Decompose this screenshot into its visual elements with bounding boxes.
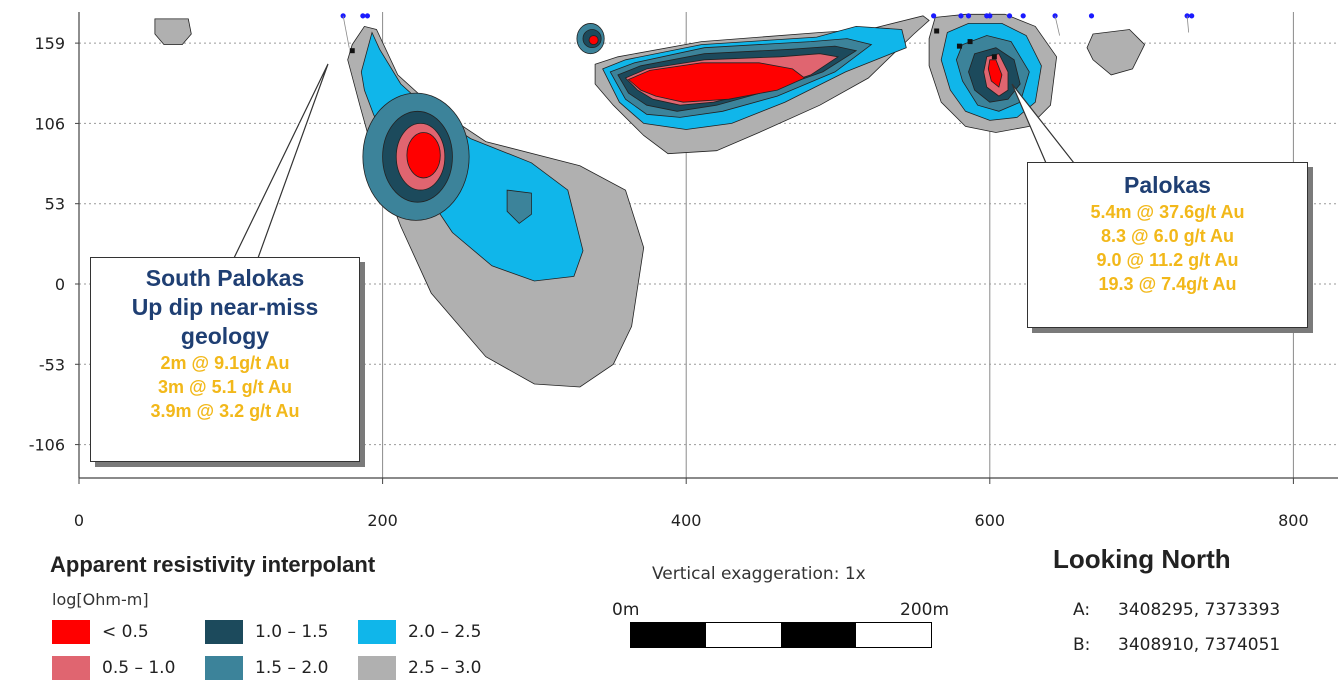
legend-swatch-5 <box>358 656 396 680</box>
south-palokas-result-2: 3m @ 5.1 g/t Au <box>158 377 292 397</box>
drill-mark-2 <box>956 43 962 49</box>
legend-swatch-4 <box>205 656 243 680</box>
contour-south-red <box>406 132 441 179</box>
drill-trace-south <box>342 15 350 48</box>
contour-palokas-red <box>987 59 1003 88</box>
x-tick-label-200: 200 <box>367 511 398 530</box>
south-palokas-title-1: South Palokas <box>145 265 305 291</box>
scale-start-label: 0m <box>612 600 640 620</box>
contour-south-teal-small <box>506 189 532 224</box>
legend-swatch-3 <box>52 656 90 680</box>
legend-item-1: 1.0 – 1.5 <box>205 620 328 644</box>
legend-item-5: 2.5 – 3.0 <box>358 656 481 680</box>
scale-seg-2 <box>706 623 781 647</box>
resistivity-contours <box>154 13 1146 388</box>
x-tick-label-800: 800 <box>1278 511 1309 530</box>
x-tick-label-600: 600 <box>975 511 1006 530</box>
drill-collar-9 <box>1020 13 1026 19</box>
drill-collar-7 <box>987 13 993 19</box>
axes <box>78 12 1338 479</box>
scale-seg-3 <box>781 623 856 647</box>
south-palokas-result-1: 2m @ 9.1g/t Au <box>160 353 290 373</box>
legend-item-3: 0.5 – 1.0 <box>52 656 175 680</box>
y-tick-label--106: -106 <box>29 436 65 455</box>
drill-mark-3 <box>967 39 973 45</box>
legend-swatch-1 <box>205 620 243 644</box>
contour-small-gray-left <box>154 18 192 45</box>
legend-item-2: 2.0 – 2.5 <box>358 620 481 644</box>
drill-collar-8 <box>1006 13 1013 19</box>
legend-label-2: 2.0 – 2.5 <box>408 622 482 642</box>
drill-trace-right-1 <box>1054 15 1061 36</box>
drill-collar-11 <box>1088 13 1095 19</box>
drill-trace-right-2 <box>1186 15 1190 33</box>
palokas-result-1: 5.4m @ 37.6g/t Au <box>1090 202 1245 222</box>
south-palokas-leader <box>233 63 329 259</box>
palokas-result-3: 9.0 @ 11.2 g/t Au <box>1096 250 1239 270</box>
legend-swatch-0 <box>52 620 90 644</box>
y-tick-label-53: 53 <box>45 195 65 214</box>
point-b-label: B: <box>1073 635 1091 655</box>
palokas-title: Palokas <box>1124 172 1211 198</box>
x-tick-label-0: 0 <box>74 511 84 530</box>
palokas-result-2: 8.3 @ 6.0 g/t Au <box>1101 226 1234 246</box>
legend-label-4: 1.5 – 2.0 <box>255 658 329 678</box>
south-palokas-callout: South Palokas Up dip near-miss geology 2… <box>90 257 360 462</box>
scale-seg-4 <box>856 623 931 647</box>
y-tick-label-106: 106 <box>34 114 65 133</box>
legend-swatch-2 <box>358 620 396 644</box>
scale-bar <box>630 622 932 648</box>
legend-label-0: < 0.5 <box>102 622 149 642</box>
legend-title: Apparent resistivity interpolant <box>50 552 376 577</box>
drill-collar-2 <box>364 13 371 19</box>
x-tick-label-400: 400 <box>671 511 702 530</box>
drill-collar-13 <box>1189 13 1195 19</box>
contour-right-gray <box>1086 29 1146 76</box>
drill-mark-1 <box>934 28 940 34</box>
scale-seg-1 <box>631 623 706 647</box>
legend-item-0: < 0.5 <box>52 620 149 644</box>
scale-caption: Vertical exaggeration: 1x <box>652 564 866 584</box>
palokas-callout: Palokas 5.4m @ 37.6g/t Au 8.3 @ 6.0 g/t … <box>1027 162 1308 328</box>
drill-collar-5 <box>965 13 972 19</box>
point-b-value: 3408910, 7374051 <box>1118 635 1281 655</box>
point-a-value: 3408295, 7373393 <box>1118 600 1281 620</box>
south-palokas-title-2: Up dip near-miss <box>131 294 319 320</box>
legend-label-3: 0.5 – 1.0 <box>102 658 176 678</box>
south-palokas-result-3: 3.9m @ 3.2 g/t Au <box>150 401 300 421</box>
drill-collar-4 <box>958 13 964 19</box>
y-tick-label-0: 0 <box>55 275 65 294</box>
orientation-title: Looking North <box>1053 544 1231 574</box>
legend-label-5: 2.5 – 3.0 <box>408 658 482 678</box>
drill-mark-0 <box>349 48 355 54</box>
contour-band-red <box>627 62 806 103</box>
scale-end-label: 200m <box>900 600 950 620</box>
south-palokas-title-3: geology <box>180 323 270 349</box>
legend-label-1: 1.0 – 1.5 <box>255 622 329 642</box>
y-tick-label-159: 159 <box>34 34 65 53</box>
legend-unit: log[Ohm-m] <box>52 590 149 609</box>
drill-mark-4 <box>991 54 997 60</box>
drill-collar-1 <box>360 13 366 19</box>
drill-collars <box>340 13 1195 60</box>
point-a-label: A: <box>1073 600 1091 620</box>
contour-spot-red <box>588 35 599 46</box>
y-tick-label--53: -53 <box>39 355 65 374</box>
legend-item-4: 1.5 – 2.0 <box>205 656 328 680</box>
drill-collar-3 <box>931 13 937 19</box>
tick-labels: 159 106 53 0 -53 -106 0 200 400 600 800 <box>29 34 1309 530</box>
palokas-result-4: 19.3 @ 7.4g/t Au <box>1098 274 1237 294</box>
